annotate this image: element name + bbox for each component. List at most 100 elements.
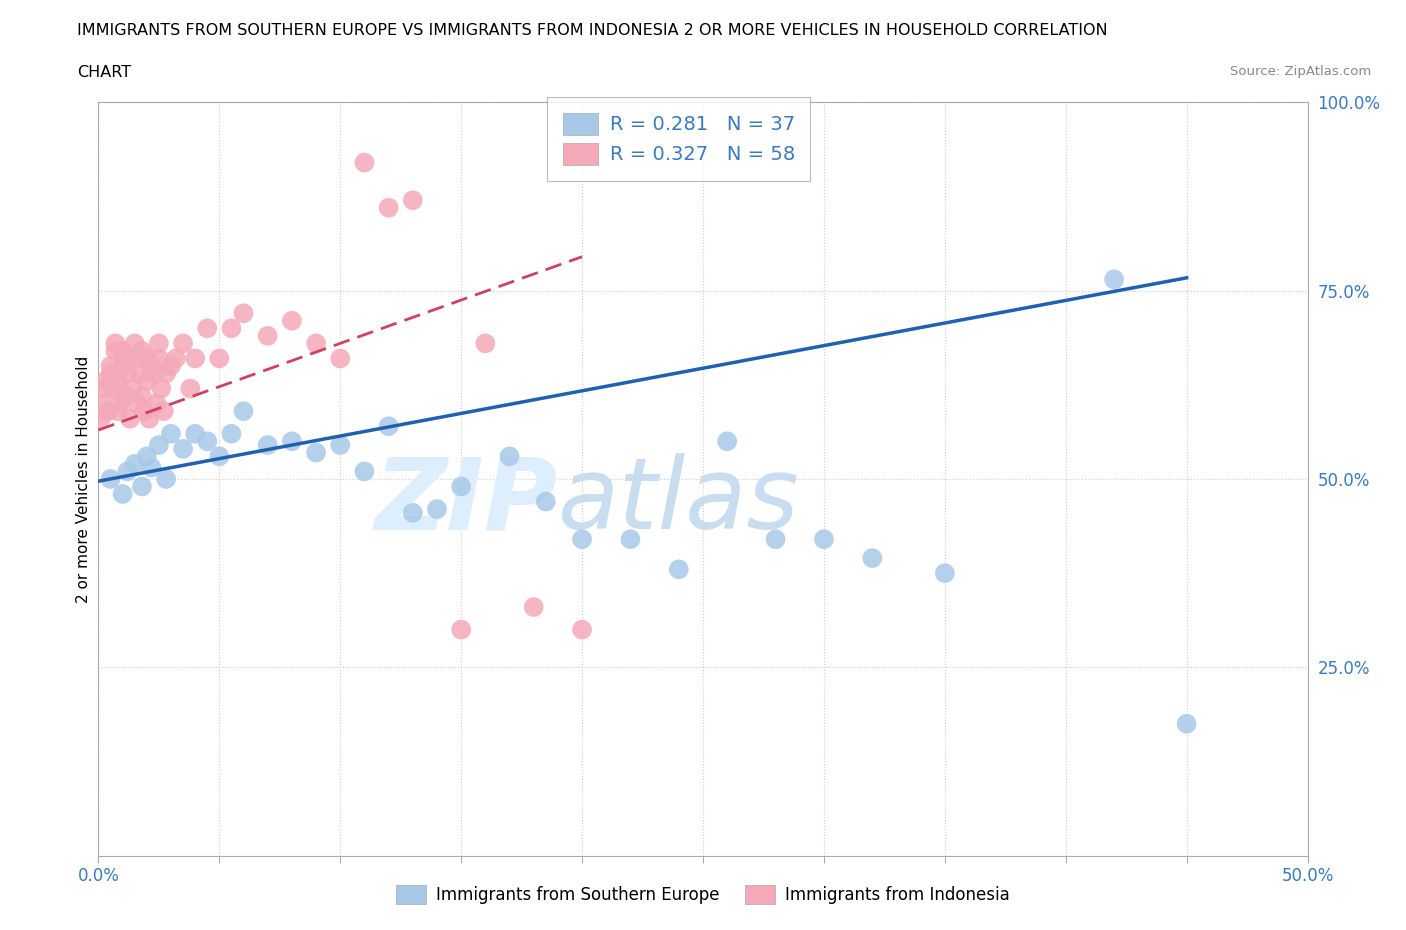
Point xyxy=(135,351,157,365)
Point xyxy=(148,336,170,351)
Point xyxy=(668,562,690,577)
Text: ZIP: ZIP xyxy=(375,453,558,550)
Point xyxy=(97,404,120,418)
Text: atlas: atlas xyxy=(558,453,800,550)
Point xyxy=(117,351,139,365)
Point xyxy=(221,426,243,441)
Point xyxy=(450,479,472,494)
Point xyxy=(134,404,156,418)
Legend: Immigrants from Southern Europe, Immigrants from Indonesia: Immigrants from Southern Europe, Immigra… xyxy=(388,876,1018,912)
Point xyxy=(94,374,117,389)
Point xyxy=(305,445,328,460)
Point xyxy=(138,411,160,426)
Point xyxy=(107,404,129,418)
Point xyxy=(165,351,187,365)
Point xyxy=(256,328,278,343)
Point xyxy=(498,449,520,464)
Point xyxy=(131,389,153,404)
Point xyxy=(114,389,136,404)
Point xyxy=(716,433,738,449)
Point xyxy=(184,426,207,441)
Point xyxy=(124,351,146,365)
Point xyxy=(100,472,122,486)
Point xyxy=(124,336,146,351)
Point xyxy=(450,622,472,637)
Point xyxy=(353,155,375,170)
Point xyxy=(104,343,127,358)
Point xyxy=(184,351,207,365)
Point xyxy=(377,418,399,433)
Point xyxy=(305,336,328,351)
Point xyxy=(155,472,177,486)
Point xyxy=(179,381,201,396)
Point xyxy=(1102,272,1125,286)
Point xyxy=(107,374,129,389)
Point xyxy=(117,464,139,479)
Point xyxy=(155,366,177,381)
Point xyxy=(765,532,787,547)
Point xyxy=(474,336,496,351)
Point xyxy=(195,433,218,449)
Point xyxy=(232,306,254,321)
Point xyxy=(152,404,174,418)
Point xyxy=(619,532,641,547)
Point xyxy=(135,374,157,389)
Point xyxy=(94,381,117,396)
Point xyxy=(117,366,139,381)
Point xyxy=(160,359,183,374)
Point xyxy=(208,351,231,365)
Point xyxy=(143,366,166,381)
Point xyxy=(860,551,883,565)
Point xyxy=(353,464,375,479)
Point xyxy=(101,381,124,396)
Point xyxy=(172,336,194,351)
Point xyxy=(111,359,134,374)
Point xyxy=(108,396,131,411)
Point xyxy=(232,404,254,418)
Point xyxy=(145,396,167,411)
Point xyxy=(571,532,593,547)
Point xyxy=(402,505,425,520)
Legend: R = 0.281   N = 37, R = 0.327   N = 58: R = 0.281 N = 37, R = 0.327 N = 58 xyxy=(547,97,810,180)
Point xyxy=(141,460,163,475)
Point xyxy=(100,359,122,374)
Point xyxy=(172,442,194,457)
Point xyxy=(221,321,243,336)
Point xyxy=(523,600,546,615)
Point xyxy=(118,411,141,426)
Text: Source: ZipAtlas.com: Source: ZipAtlas.com xyxy=(1230,65,1371,78)
Point xyxy=(208,449,231,464)
Point xyxy=(111,343,134,358)
Point xyxy=(121,381,143,396)
Point xyxy=(402,193,425,207)
Point xyxy=(329,351,352,365)
Point xyxy=(534,494,557,509)
Text: CHART: CHART xyxy=(77,65,131,80)
Point xyxy=(124,457,146,472)
Text: IMMIGRANTS FROM SOUTHERN EUROPE VS IMMIGRANTS FROM INDONESIA 2 OR MORE VEHICLES : IMMIGRANTS FROM SOUTHERN EUROPE VS IMMIG… xyxy=(77,23,1108,38)
Point xyxy=(281,313,304,328)
Point xyxy=(104,336,127,351)
Point xyxy=(91,396,114,411)
Point xyxy=(329,438,352,453)
Point xyxy=(571,622,593,637)
Y-axis label: 2 or more Vehicles in Household: 2 or more Vehicles in Household xyxy=(76,355,91,603)
Point xyxy=(281,433,304,449)
Point xyxy=(148,438,170,453)
Point xyxy=(135,449,157,464)
Point xyxy=(100,366,122,381)
Point xyxy=(128,366,150,381)
Point xyxy=(90,411,112,426)
Point xyxy=(131,479,153,494)
Point xyxy=(426,501,449,516)
Point xyxy=(148,351,170,365)
Point xyxy=(256,438,278,453)
Point xyxy=(150,381,173,396)
Point xyxy=(111,486,134,501)
Point xyxy=(377,200,399,215)
Point xyxy=(160,426,183,441)
Point xyxy=(195,321,218,336)
Point xyxy=(1175,716,1198,731)
Point xyxy=(813,532,835,547)
Point xyxy=(934,565,956,580)
